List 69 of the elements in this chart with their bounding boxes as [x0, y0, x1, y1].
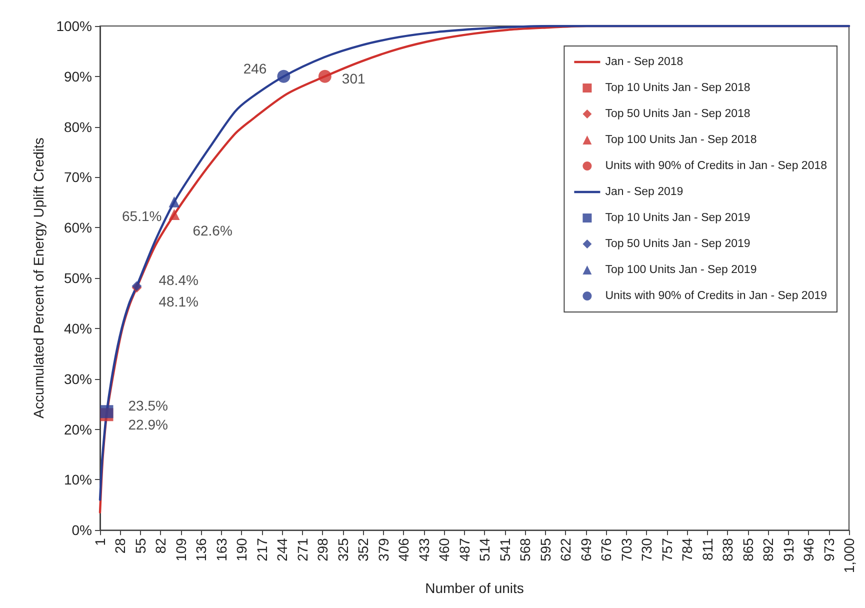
data-label: 48.1% — [158, 294, 198, 310]
x-tick-label: 298 — [314, 538, 331, 562]
x-tick-label: 271 — [294, 538, 310, 562]
data-label: 65.1% — [122, 208, 162, 224]
y-tick-label: 10% — [64, 472, 92, 488]
legend-label: Top 100 Units Jan - Sep 2019 — [605, 264, 757, 276]
x-tick-label: 1,000 — [841, 538, 857, 574]
legend-label: Top 50 Units Jan - Sep 2019 — [605, 238, 750, 250]
x-tick-label: 136 — [193, 538, 210, 562]
x-tick-label: 757 — [658, 538, 675, 562]
x-tick-label: 676 — [598, 538, 614, 562]
x-tick-label: 649 — [578, 538, 594, 562]
x-tick-label: 865 — [740, 538, 756, 562]
y-tick-label: 90% — [64, 68, 92, 84]
y-tick-label: 0% — [72, 522, 92, 538]
annotation: 301 — [342, 70, 366, 86]
y-tick-label: 50% — [64, 270, 92, 286]
y-tick-label: 100% — [56, 18, 92, 34]
y-tick-label: 80% — [64, 118, 92, 135]
x-tick-label: 460 — [436, 538, 452, 562]
x-tick-label: 28 — [112, 538, 128, 554]
x-tick-label: 163 — [213, 538, 230, 562]
legend-label: Jan - Sep 2018 — [605, 56, 684, 68]
x-tick-label: 838 — [720, 538, 736, 562]
data-label: 22.9% — [128, 416, 168, 433]
y-tick-label: 20% — [64, 421, 92, 438]
x-tick-label: 784 — [679, 538, 696, 562]
x-tick-label: 190 — [234, 538, 250, 562]
x-tick-label: 406 — [396, 538, 412, 562]
legend-label: Units with 90% of Credits in Jan - Sep 2019 — [605, 290, 828, 302]
data-label: 23.5% — [128, 398, 168, 414]
annotation: 246 — [243, 60, 267, 76]
x-tick-label: 352 — [355, 538, 372, 562]
y-tick-label: 70% — [64, 169, 92, 186]
x-tick-label: 82 — [152, 538, 169, 554]
legend-label: Jan - Sep 2019 — [605, 186, 684, 198]
x-tick-label: 811 — [699, 538, 716, 560]
x-tick-label: 541 — [496, 538, 513, 562]
x-tick-label: 55 — [132, 538, 148, 554]
x-tick-label: 109 — [172, 538, 189, 562]
x-tick-label: 919 — [780, 538, 796, 562]
x-tick-label: 568 — [517, 538, 534, 562]
x-tick-label: 703 — [618, 538, 634, 562]
legend-label: Units with 90% of Credits in Jan - Sep 2018 — [605, 160, 828, 172]
x-tick-label: 379 — [375, 538, 392, 562]
x-tick-label: 487 — [456, 538, 472, 562]
data-label: 62.6% — [192, 222, 232, 239]
x-tick-label: 946 — [800, 538, 817, 562]
data-label: 48.4% — [158, 272, 198, 288]
legend-label: Top 10 Units Jan - Sep 2019 — [605, 212, 750, 224]
y-axis-title: Accumulated Percent of Energy Uplift Credits — [30, 138, 46, 418]
x-tick-label: 973 — [820, 538, 837, 562]
x-tick-label: 1 — [92, 538, 108, 546]
y-tick-label: 60% — [64, 220, 92, 236]
y-tick-label: 30% — [64, 370, 92, 387]
x-tick-label: 244 — [274, 538, 290, 562]
x-axis-title: Number of units — [425, 580, 524, 596]
x-tick-label: 730 — [638, 538, 655, 562]
legend-label: Top 100 Units Jan - Sep 2018 — [605, 134, 757, 146]
x-tick-label: 595 — [537, 538, 554, 562]
x-tick-label: 325 — [334, 538, 351, 562]
legend-label: Top 50 Units Jan - Sep 2018 — [605, 108, 750, 120]
x-tick-label: 433 — [416, 538, 432, 562]
x-tick-label: 892 — [760, 538, 776, 562]
y-tick-label: 40% — [64, 320, 92, 336]
x-tick-label: 514 — [476, 538, 493, 562]
legend-label: Top 10 Units Jan - Sep 2018 — [605, 82, 750, 94]
x-tick-label: 622 — [558, 538, 574, 562]
x-tick-label: 217 — [254, 538, 270, 562]
